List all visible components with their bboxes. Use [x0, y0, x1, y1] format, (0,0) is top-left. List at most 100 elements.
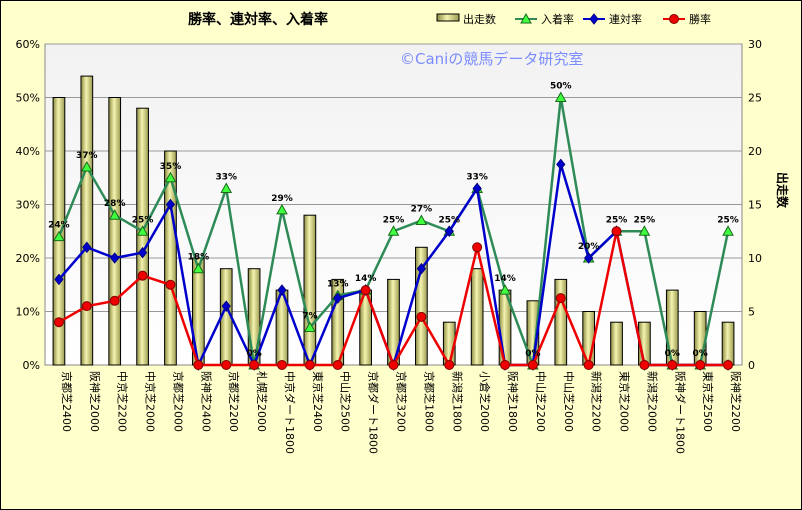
data-label: 33% [466, 172, 488, 182]
point-入着率 [220, 182, 233, 193]
x-tick-label: 阪神芝2000 [88, 371, 102, 432]
point-勝率 [137, 270, 148, 281]
y-left-tick-label: 40% [16, 145, 40, 158]
point-勝率 [723, 360, 734, 370]
data-label: 28% [104, 199, 126, 209]
point-勝率 [165, 279, 176, 290]
point-入着率 [499, 284, 511, 295]
point-勝率 [388, 360, 399, 370]
y-left-tick-label: 0% [23, 359, 40, 372]
data-label: 35% [160, 162, 182, 172]
point-勝率 [695, 360, 706, 370]
point-勝率 [669, 14, 679, 24]
point-勝率 [276, 360, 287, 370]
point-連対率 [589, 13, 599, 25]
point-連対率 [54, 273, 64, 286]
point-入着率 [638, 225, 651, 236]
point-勝率 [527, 360, 538, 370]
legend-label: 連対率 [609, 12, 642, 26]
x-tick-label: 中山芝2200 [534, 371, 547, 432]
legend-label: 出走数 [463, 12, 496, 26]
point-勝率 [221, 360, 232, 370]
point-勝率 [639, 360, 650, 370]
point-勝率 [555, 293, 566, 304]
point-入着率 [554, 91, 567, 102]
bar-出走数 [191, 257, 205, 366]
y-right-tick-label: 5 [748, 306, 755, 319]
x-tick-label: 東京芝2400 [311, 371, 325, 432]
point-入着率 [520, 12, 532, 24]
legend-label: 勝率 [689, 12, 711, 26]
y-right-tick-label: 25 [748, 92, 762, 105]
data-label: 27% [411, 205, 433, 215]
point-勝率 [332, 360, 343, 370]
point-連対率 [584, 252, 594, 264]
point-連対率 [277, 284, 287, 296]
y-right-tick-label: 30 [748, 38, 762, 51]
point-勝率 [472, 242, 483, 253]
point-入着率 [304, 321, 316, 333]
y-left-tick-label: 10% [16, 306, 40, 319]
point-勝率 [667, 360, 678, 370]
x-tick-label: 新潟芝2000 [645, 371, 659, 432]
bar-出走数 [136, 107, 149, 366]
point-入着率 [164, 171, 177, 183]
data-label: 0% [665, 349, 680, 359]
point-入着率 [53, 230, 65, 242]
point-勝率 [500, 360, 511, 370]
y-right-tick-label: 0 [748, 359, 755, 372]
point-連対率 [110, 252, 120, 264]
data-label: 25% [383, 215, 405, 225]
bar-出走数 [554, 278, 568, 366]
data-label: 25% [606, 215, 628, 225]
point-入着率 [192, 262, 205, 274]
x-tick-label: 札幌芝2000 [255, 371, 269, 432]
x-tick-label: 京都ダート1800 [367, 371, 381, 454]
point-勝率 [193, 360, 204, 370]
y-right-tick-label: 10 [748, 252, 762, 265]
x-tick-label: 阪神芝2400 [199, 371, 213, 432]
data-label: 14% [355, 274, 377, 284]
point-入着率 [722, 225, 734, 236]
x-tick-label: 阪神芝1800 [506, 371, 520, 432]
point-勝率 [360, 285, 371, 296]
data-label: 29% [271, 194, 293, 204]
x-tick-label: 東京芝2500 [701, 371, 715, 432]
bar-出走数 [721, 321, 735, 366]
point-勝率 [583, 360, 594, 370]
point-勝率 [109, 295, 120, 306]
point-連対率 [165, 198, 176, 211]
point-入着率 [136, 225, 149, 236]
data-label: 0% [246, 349, 261, 359]
point-入着率 [80, 161, 93, 172]
y-right-tick-label: 15 [748, 199, 762, 212]
y-left-tick-label: 30% [16, 199, 40, 212]
point-入着率 [415, 214, 428, 226]
data-label: 0% [525, 349, 540, 359]
point-連対率 [416, 262, 427, 275]
legend-label: 入着率 [541, 12, 574, 26]
point-勝率 [81, 301, 92, 312]
x-tick-label: 阪神芝2200 [729, 371, 743, 432]
y-left-tick-label: 20% [16, 252, 40, 265]
x-tick-label: 京都芝1800 [422, 371, 436, 432]
point-勝率 [611, 226, 622, 237]
data-label: 33% [215, 172, 237, 182]
x-tick-label: 中京芝2200 [116, 371, 130, 432]
data-label: 20% [578, 242, 600, 252]
point-入着率 [387, 225, 400, 236]
bar-出走数 [470, 268, 484, 366]
point-連対率 [472, 182, 482, 195]
point-連対率 [556, 158, 566, 171]
point-勝率 [444, 360, 455, 370]
y-right-tick-label: 20 [748, 145, 762, 158]
x-tick-label: 京都芝2000 [171, 371, 185, 432]
point-勝率 [53, 317, 64, 328]
y-left-tick-label: 60% [16, 38, 40, 51]
point-勝率 [249, 360, 260, 370]
x-tick-label: 京都芝3200 [395, 371, 409, 432]
point-入着率 [276, 203, 288, 215]
data-label: 50% [550, 82, 572, 92]
bar-出走数 [303, 214, 317, 366]
